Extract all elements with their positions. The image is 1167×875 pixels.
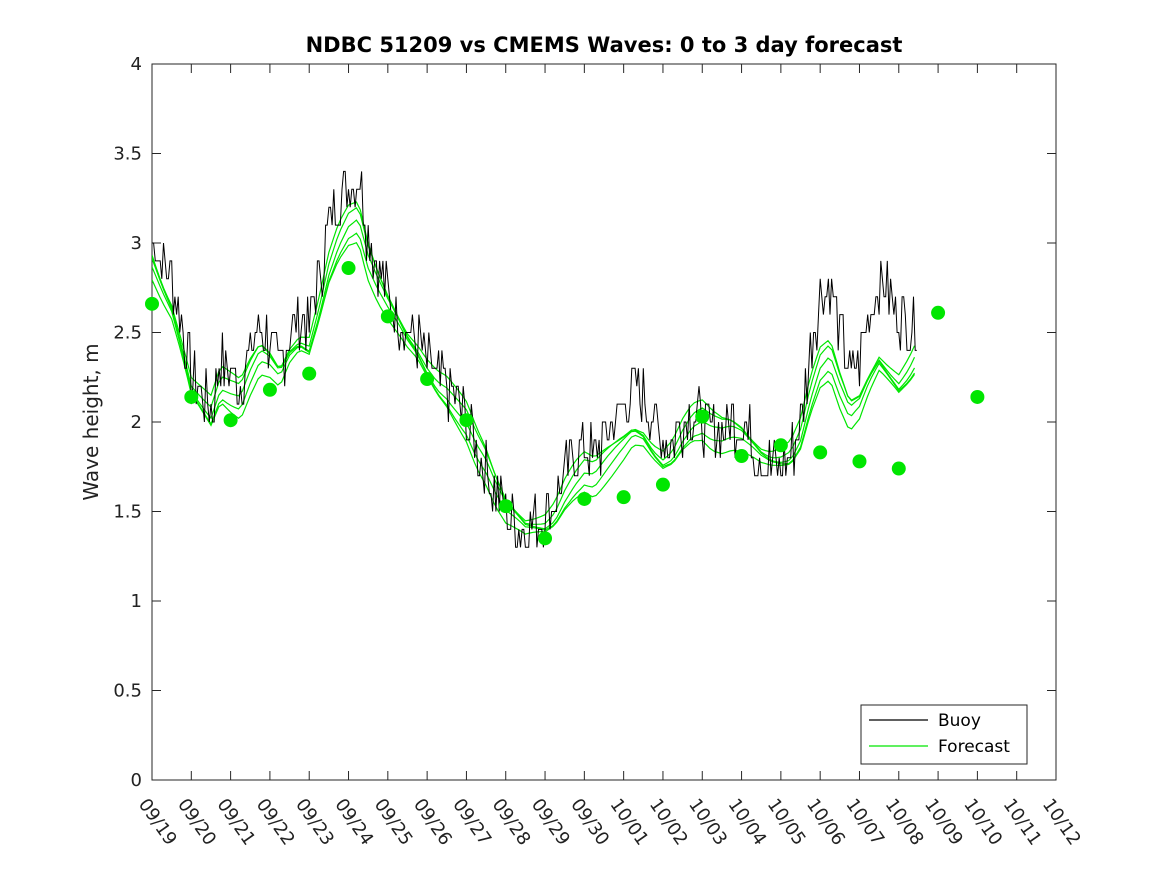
forecast-point [538,531,553,546]
forecast-point [380,309,395,324]
forecast-point [341,261,356,276]
forecast-point [302,366,317,381]
forecast-point [852,454,867,469]
y-tick-label: 4 [131,54,142,75]
y-tick-label: 2.5 [113,323,142,344]
y-tick-label: 1.5 [113,502,142,523]
y-tick-label: 2 [131,412,142,433]
forecast-point [262,382,277,397]
forecast-point [459,413,474,428]
y-axis: 0 0.5 1 1.5 2 2.5 3 3.5 4 [113,54,1056,791]
forecast-point [420,372,435,387]
legend-box [860,704,1028,765]
forecast-point [145,296,159,311]
y-tick-label: 1 [131,591,142,612]
y-axis-label: Wave height, m [79,343,103,500]
y-tick-label: 0 [131,770,142,791]
y-tick-label: 3.5 [113,144,142,165]
forecast-point [223,413,238,428]
y-tick-label: 3 [131,233,142,254]
forecast-point [931,305,946,320]
forecast-point [813,445,828,460]
y-tick-label: 0.5 [113,681,142,702]
forecast-point [577,491,592,506]
forecast-point [655,477,670,492]
buoy-line [152,170,917,548]
legend-buoy-label: Buoy [938,711,981,731]
forecast-point [970,389,985,404]
forecast-point [734,449,749,464]
legend-forecast-label: Forecast [938,737,1010,757]
forecast-point [891,461,906,476]
forecast-point [695,409,710,424]
legend: Buoy Forecast [860,704,1028,765]
chart-title: NDBC 51209 vs CMEMS Waves: 0 to 3 day fo… [306,33,903,57]
forecast-point [498,499,513,514]
forecast-point [616,490,631,505]
forecast-markers [145,261,985,546]
buoy-line-group [152,170,917,548]
forecast-line [152,232,915,531]
forecast-point [184,389,199,404]
forecast-line [152,241,915,535]
forecast-point [773,438,788,453]
